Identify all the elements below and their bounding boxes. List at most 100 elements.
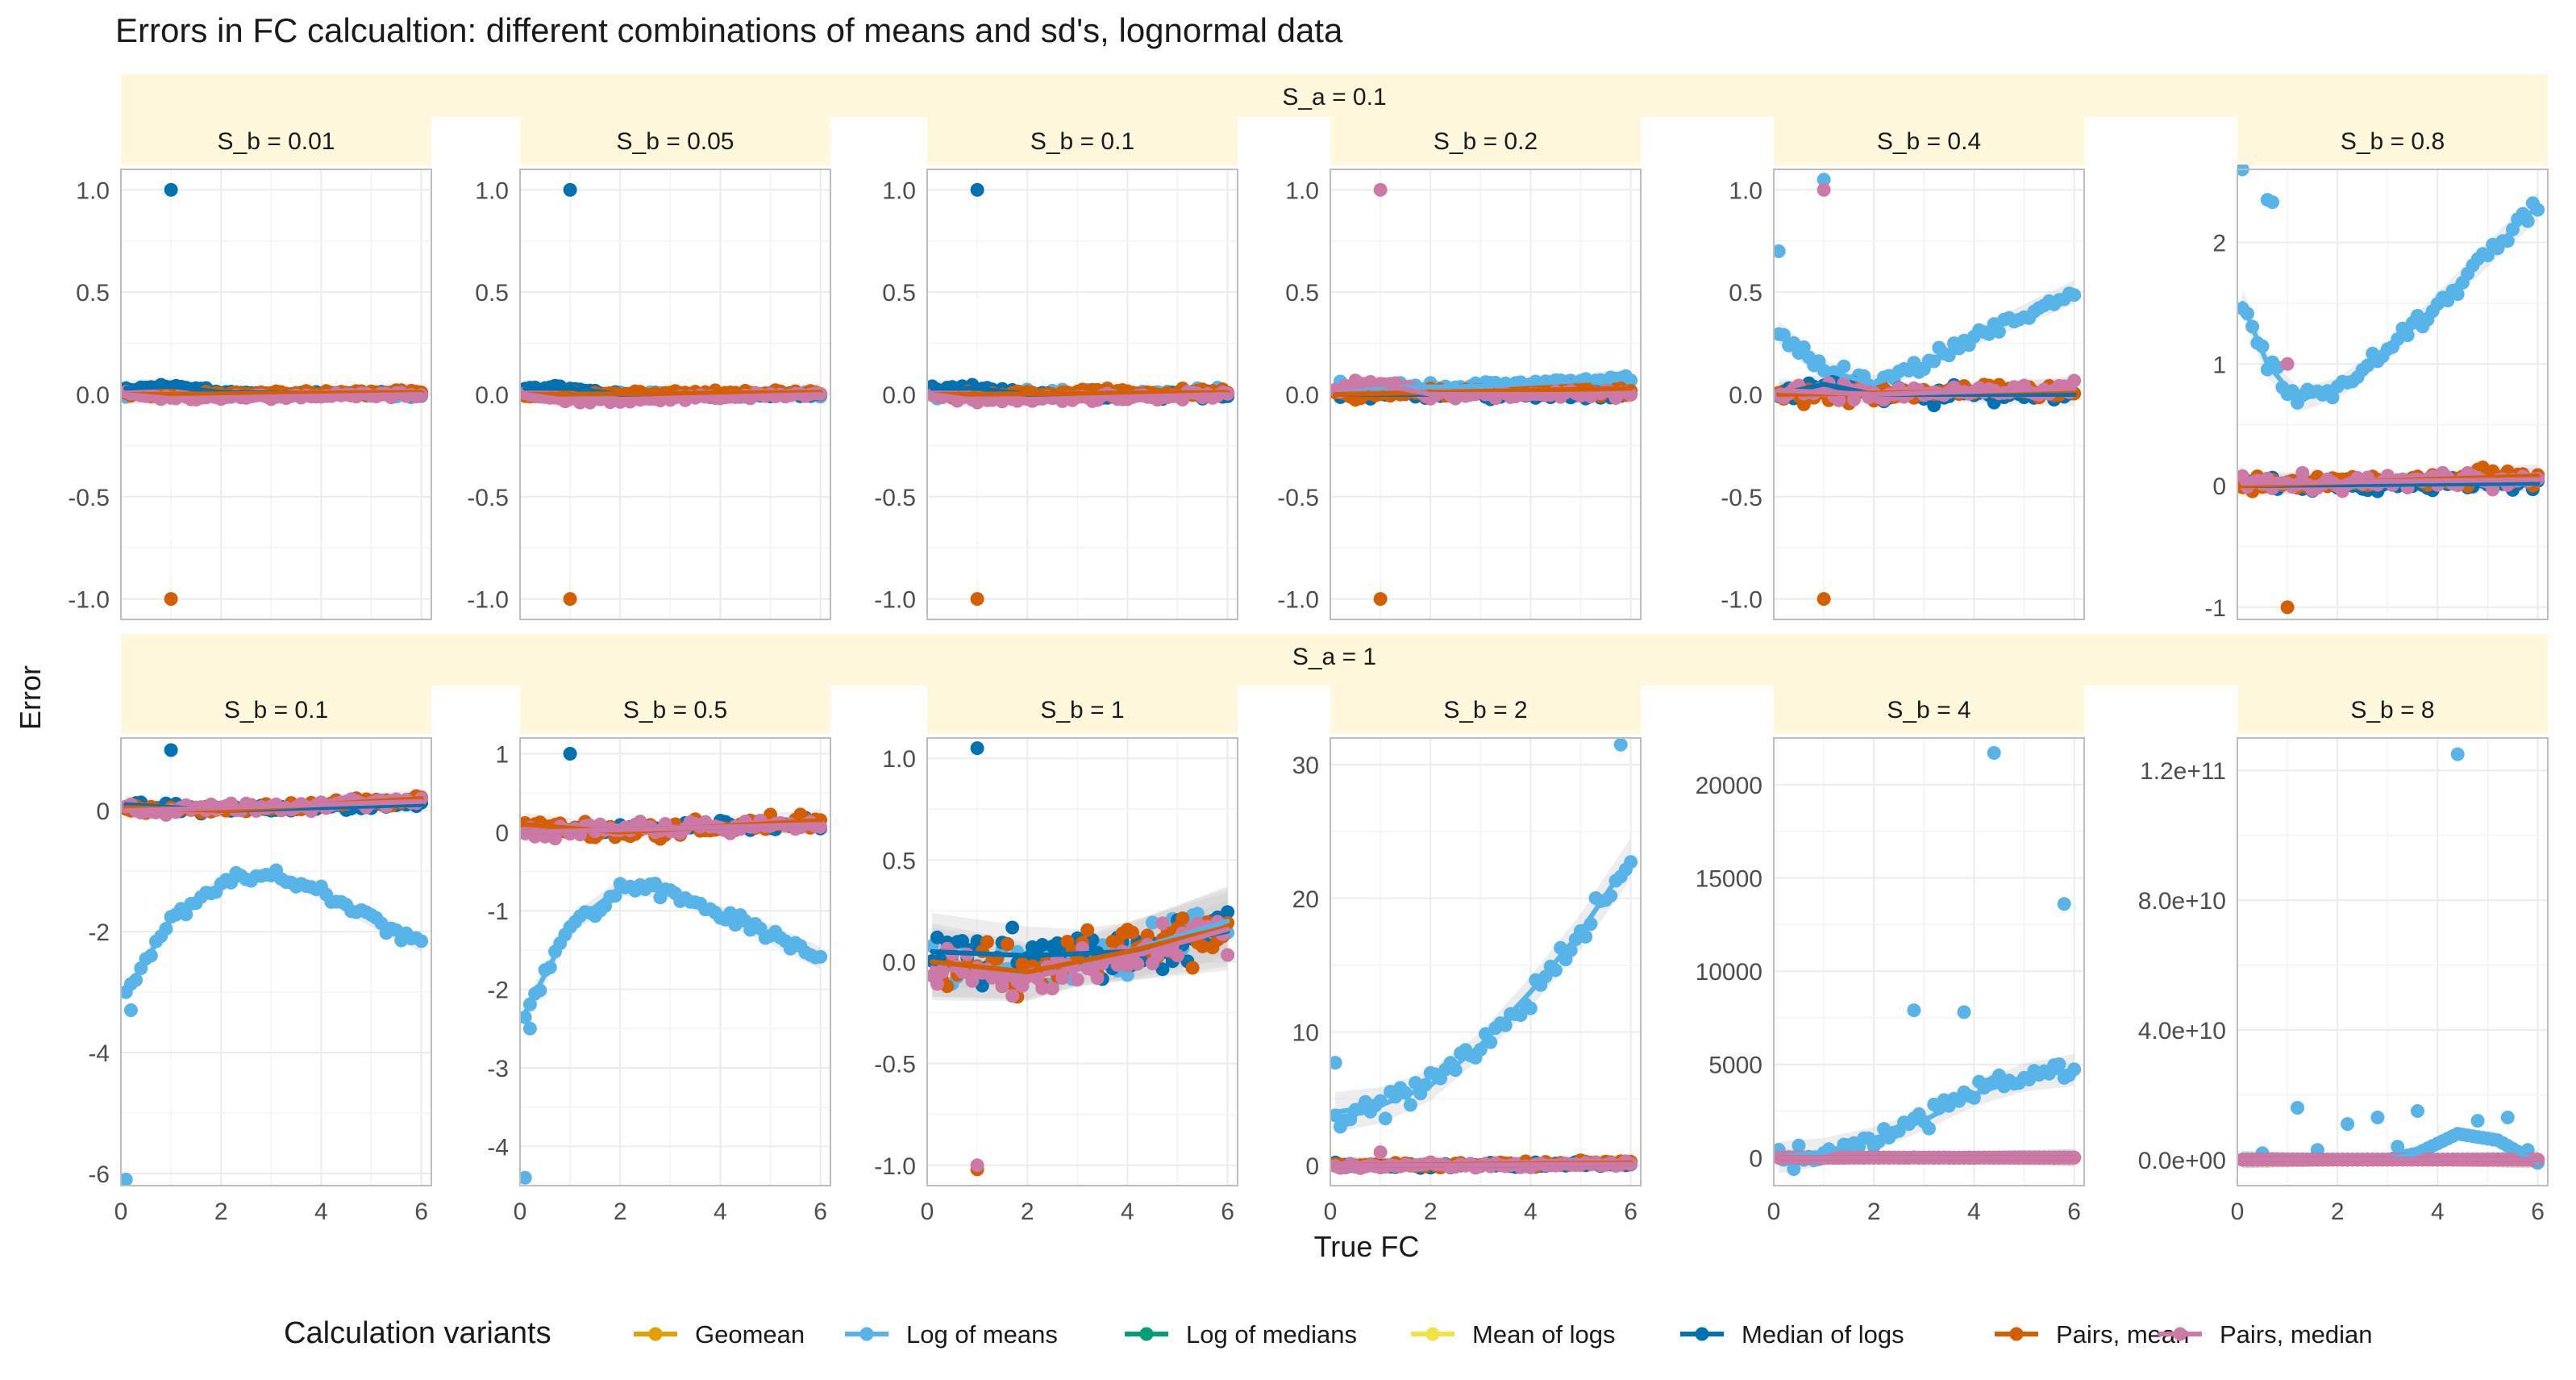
y-tick-label: 0.0e+00 xyxy=(2138,1148,2226,1174)
data-point xyxy=(2325,390,2340,405)
data-point xyxy=(930,977,944,991)
panel-border xyxy=(1330,737,1642,1186)
row-strip-label: S_a = 0.1 xyxy=(1282,84,1386,110)
panel-strip-label: S_b = 4 xyxy=(1887,697,1970,723)
x-axis-title: True FC xyxy=(1314,1230,1420,1263)
y-tick-label: -1.0 xyxy=(1721,587,1762,614)
data-point xyxy=(2052,1057,2066,1071)
panel-strip-label: S_b = 0.1 xyxy=(224,697,328,723)
outlier-point xyxy=(1817,592,1831,607)
x-tick-label: 0 xyxy=(921,1199,934,1225)
panel-strip-label: S_b = 1 xyxy=(1040,697,1124,723)
outlier-point xyxy=(2291,1101,2304,1115)
y-tick-label: 10000 xyxy=(1696,959,1762,986)
outlier-point xyxy=(1987,746,2001,760)
outlier-point xyxy=(164,182,178,197)
y-tick-label: -1.0 xyxy=(1277,587,1319,614)
data-point xyxy=(1796,397,1811,411)
y-tick-label: 2 xyxy=(2212,230,2226,256)
x-tick-label: 6 xyxy=(1624,1199,1638,1225)
data-point xyxy=(955,934,969,948)
data-point xyxy=(648,877,663,890)
outlier-point xyxy=(2411,1104,2424,1118)
facet-panel: S_b = 0.01 -1.0 -0.5 0.0 0.5 1.0 xyxy=(68,117,432,620)
y-tick-label: -0.5 xyxy=(68,485,110,511)
smooth-line xyxy=(1776,1067,2077,1161)
outlier-point xyxy=(1373,592,1388,607)
outlier-point xyxy=(1373,182,1388,197)
data-point xyxy=(1035,981,1050,995)
data-point xyxy=(1196,939,1209,953)
smooth-line xyxy=(123,392,424,402)
data-point xyxy=(1523,1001,1538,1015)
smooth-line xyxy=(2240,477,2541,486)
x-tick-label: 2 xyxy=(2331,1199,2345,1225)
smooth-line xyxy=(1333,1161,1633,1169)
x-tick-label: 2 xyxy=(1021,1199,1034,1225)
outlier-point xyxy=(2391,1140,2405,1154)
data-point xyxy=(1155,962,1170,977)
y-tick-label: 20 xyxy=(1292,886,1319,913)
panel-border xyxy=(120,169,432,620)
data-point xyxy=(1080,923,1095,937)
panel-strip-label: S_b = 2 xyxy=(1443,697,1527,723)
panel-data xyxy=(927,182,1235,607)
panel-data xyxy=(1774,746,2082,1176)
panel-data xyxy=(2237,747,2545,1172)
panel-strip xyxy=(121,686,431,734)
panel-data xyxy=(2237,165,2545,615)
y-tick-label: -2 xyxy=(88,919,110,946)
row-strip xyxy=(121,634,2548,686)
outlier-point xyxy=(970,592,984,607)
outlier-point xyxy=(1817,173,1831,187)
smooth-line xyxy=(123,390,424,397)
legend-item: Mean of logs xyxy=(1411,1320,1616,1349)
panel-strip xyxy=(121,117,431,165)
smooth-line xyxy=(522,822,823,835)
smooth-line xyxy=(522,390,823,397)
legend-label: Mean of logs xyxy=(1472,1320,1616,1349)
legend-key-point xyxy=(2173,1327,2187,1341)
x-tick-label: 6 xyxy=(2067,1199,2081,1225)
panel-data xyxy=(520,182,828,607)
panel-background xyxy=(2237,738,2548,1186)
x-tick-label: 0 xyxy=(1767,1199,1781,1225)
panel-strip-label: S_b = 0.01 xyxy=(218,128,335,155)
facet-panel: S_b = 0.1 -1.0 -0.5 0.0 0.5 1.0 xyxy=(874,117,1238,620)
legend-label: Geomean xyxy=(695,1320,805,1349)
outlier-point xyxy=(2500,1111,2515,1124)
x-tick-label: 0 xyxy=(514,1199,527,1225)
panel-strip xyxy=(1330,686,1641,734)
smooth-line xyxy=(1333,375,1633,391)
y-tick-label: -0.5 xyxy=(874,485,916,511)
data-point xyxy=(1787,1162,1801,1176)
legend-item: Log of means xyxy=(845,1320,1058,1349)
outlier-point xyxy=(1613,737,1628,752)
row-strip xyxy=(121,74,2548,117)
smooth-line xyxy=(1776,386,2077,398)
smooth-line xyxy=(2240,203,2541,403)
panel-data xyxy=(1330,737,1638,1175)
y-tick-label: 0 xyxy=(96,798,110,825)
x-tick-label: 2 xyxy=(614,1199,627,1225)
outlier-point xyxy=(1957,1005,1971,1019)
panel-strip xyxy=(2237,686,2548,734)
panel-strip-label: S_b = 0.5 xyxy=(623,697,727,723)
outlier-point xyxy=(2450,747,2465,761)
panel-border xyxy=(926,169,1238,620)
y-tick-label: 15000 xyxy=(1696,865,1762,892)
panel-border xyxy=(519,169,831,620)
data-point xyxy=(1005,989,1020,1003)
panel-strip xyxy=(1774,117,2084,165)
panel-background xyxy=(1330,738,1641,1186)
y-tick-label: -2 xyxy=(487,978,509,1004)
row-strip-label: S_a = 1 xyxy=(1292,644,1376,670)
y-tick-label: 1 xyxy=(2212,352,2226,378)
legend-key-point xyxy=(1139,1327,1154,1341)
panel-data xyxy=(121,182,429,607)
y-tick-label: 0.5 xyxy=(882,848,916,874)
panel-data xyxy=(520,747,828,1185)
data-point xyxy=(1927,398,1941,413)
facet-panel: S_b = 2 0 10 20 30 0 2 4 6 xyxy=(1292,686,1642,1225)
smooth-line xyxy=(522,392,823,403)
